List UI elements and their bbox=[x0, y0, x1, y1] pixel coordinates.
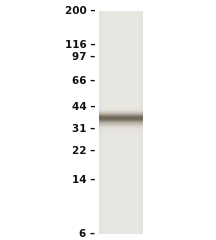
Bar bbox=[99, 130, 143, 131]
Bar bbox=[99, 128, 143, 129]
Bar bbox=[99, 139, 143, 140]
Bar bbox=[99, 129, 143, 130]
Text: kDa: kDa bbox=[69, 0, 93, 2]
Bar bbox=[99, 126, 143, 127]
Bar bbox=[99, 118, 143, 119]
Bar bbox=[99, 133, 143, 134]
Text: 6 –: 6 – bbox=[79, 229, 95, 239]
Bar bbox=[99, 114, 143, 115]
Text: 44 –: 44 – bbox=[71, 102, 95, 112]
Bar bbox=[99, 123, 143, 124]
Bar bbox=[99, 127, 143, 128]
Bar bbox=[99, 110, 143, 111]
Bar bbox=[99, 134, 143, 135]
Text: 22 –: 22 – bbox=[72, 146, 95, 156]
Bar bbox=[99, 137, 143, 138]
Bar bbox=[99, 124, 143, 125]
Bar bbox=[99, 108, 143, 109]
Bar bbox=[99, 120, 143, 121]
Bar bbox=[99, 136, 143, 137]
Bar bbox=[99, 116, 143, 117]
Bar bbox=[99, 140, 143, 141]
Bar bbox=[99, 122, 143, 123]
Bar bbox=[99, 111, 143, 112]
Bar bbox=[99, 126, 143, 127]
Bar bbox=[99, 117, 143, 118]
Text: 66 –: 66 – bbox=[72, 76, 95, 86]
Bar bbox=[99, 128, 143, 129]
Bar bbox=[99, 121, 143, 122]
Bar bbox=[99, 112, 143, 113]
Bar bbox=[99, 125, 143, 126]
Bar bbox=[99, 132, 143, 133]
Bar bbox=[99, 138, 143, 139]
Text: 200 –: 200 – bbox=[65, 6, 95, 16]
Bar bbox=[99, 119, 143, 120]
Text: 14 –: 14 – bbox=[72, 175, 95, 185]
Bar bbox=[99, 11, 143, 234]
Bar bbox=[99, 115, 143, 116]
Bar bbox=[99, 109, 143, 110]
Bar bbox=[99, 131, 143, 132]
Text: 31 –: 31 – bbox=[72, 125, 95, 134]
Bar bbox=[99, 127, 143, 128]
Text: 116 –: 116 – bbox=[65, 41, 95, 50]
Bar bbox=[99, 125, 143, 126]
Bar bbox=[99, 135, 143, 136]
Text: 97 –: 97 – bbox=[72, 52, 95, 62]
Bar bbox=[99, 124, 143, 125]
Bar bbox=[99, 113, 143, 114]
